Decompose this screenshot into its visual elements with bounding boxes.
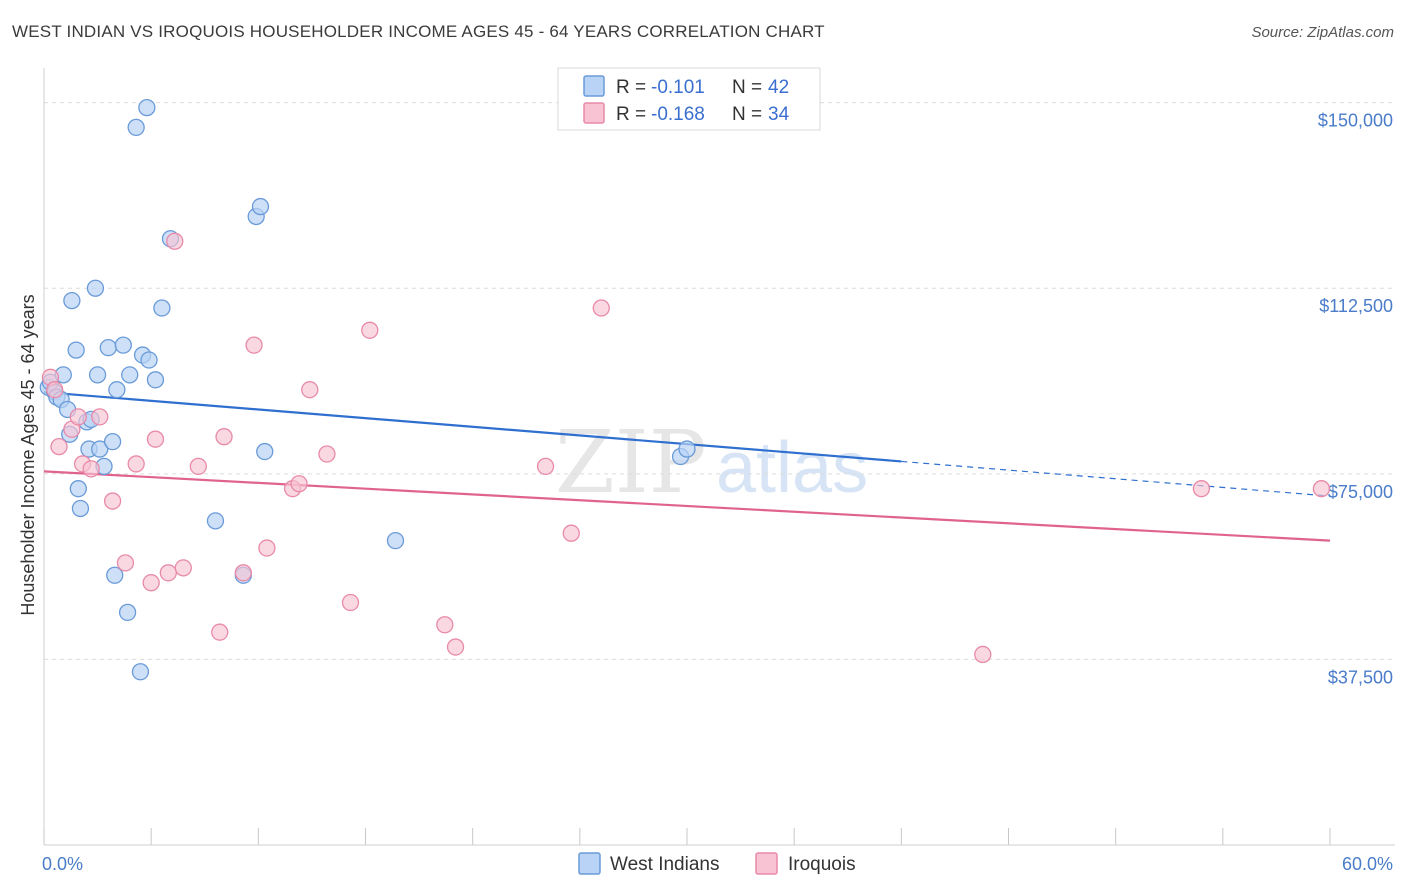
iroquois-point-14 (166, 232, 184, 250)
iroquois-point-26 (341, 593, 360, 612)
x-tick-label-min: 0.0% (42, 854, 83, 874)
west-indians-point-27 (131, 663, 150, 681)
correlation-legend: R = -0.101 N = 42 R = -0.168 N = 34 (557, 67, 821, 131)
iroquois-point-27 (361, 321, 379, 339)
y-tick-label-37500: $37,500 (1328, 667, 1393, 687)
trend-line-west-indians (43, 391, 902, 463)
west-indians-point-25 (121, 366, 139, 384)
series-west-indians (39, 98, 696, 681)
iroquois-point-21 (258, 539, 276, 557)
west-indians-point-16 (88, 366, 107, 384)
iroquois-point-10 (127, 455, 145, 473)
west-indians-point-41 (678, 440, 696, 458)
west-indians-point-22 (108, 381, 126, 399)
x-ticks (43, 828, 1331, 845)
iroquois-point-7 (91, 408, 109, 426)
west-indians-point-21 (106, 566, 124, 584)
bottom-legend-swatch-iroquois (755, 852, 778, 875)
legend-r-label-1: R = (616, 77, 646, 98)
west-indians-point-30 (140, 351, 158, 369)
iroquois-point-29 (446, 638, 465, 656)
west-indians-point-24 (118, 603, 137, 622)
legend-n-value-2: 34 (768, 104, 790, 125)
iroquois-point-30 (536, 457, 555, 476)
bottom-legend-label-west-indians: West Indians (610, 854, 719, 875)
legend-swatch-iroquois (583, 102, 605, 124)
west-indians-point-20 (103, 433, 122, 451)
chart-title: WEST INDIAN VS IROQUOIS HOUSEHOLDER INCO… (12, 22, 825, 41)
iroquois-point-28 (436, 616, 454, 634)
west-indians-point-17 (91, 440, 109, 458)
chart-source: Source: ZipAtlas.com (1251, 24, 1394, 41)
west-indians-point-26 (127, 118, 145, 137)
iroquois-point-31 (562, 524, 580, 542)
iroquois-point-9 (116, 554, 135, 572)
axes (43, 68, 1395, 846)
y-tick-labels: $37,500 $75,000 $112,500 $150,000 (1318, 111, 1393, 688)
y-axis-label: Householder Income Ages 45 - 64 years (18, 294, 38, 615)
west-indians-point-11 (71, 499, 90, 518)
series-iroquois (41, 232, 1331, 664)
iroquois-point-18 (215, 428, 233, 446)
trend-line-iroquois (43, 470, 1331, 542)
iroquois-point-32 (592, 299, 610, 317)
west-indians-point-32 (153, 299, 171, 317)
x-tick-label-max: 60.0% (1342, 854, 1393, 874)
bottom-legend-swatch-west-indians (578, 852, 601, 875)
west-indians-point-38 (256, 442, 274, 461)
west-indians-point-9 (67, 341, 85, 359)
iroquois-point-1 (46, 381, 64, 399)
west-indians-point-19 (99, 338, 117, 357)
legend-n-label-2: N = (732, 104, 762, 125)
west-indians-point-8 (63, 291, 81, 310)
west-indians-point-37 (251, 197, 270, 216)
legend-swatch-west-indians (583, 75, 605, 97)
legend-r-value-1: -0.101 (651, 77, 705, 98)
legend-r-label-2: R = (616, 104, 646, 125)
trend-line-west-indians-extension (901, 460, 1331, 497)
iroquois-point-16 (189, 457, 207, 476)
iroquois-point-24 (301, 381, 319, 399)
legend-n-label-1: N = (732, 77, 762, 98)
west-indians-point-39 (386, 531, 405, 550)
legend-n-value-1: 42 (768, 77, 789, 98)
iroquois-point-12 (146, 430, 165, 448)
iroquois-point-13 (159, 564, 177, 582)
west-indians-point-23 (114, 336, 132, 354)
iroquois-point-33 (974, 645, 992, 664)
y-tick-label-75000: $75,000 (1328, 482, 1393, 502)
trend-lines (43, 391, 1331, 542)
west-indians-point-31 (146, 371, 165, 389)
watermark: ZIP atlas (555, 413, 868, 513)
iroquois-point-25 (318, 445, 336, 463)
y-tick-label-150000: $150,000 (1318, 111, 1393, 131)
iroquois-point-17 (211, 623, 229, 641)
iroquois-point-2 (50, 437, 68, 456)
iroquois-point-19 (234, 564, 252, 582)
iroquois-point-34 (1192, 480, 1211, 498)
y-tick-label-112500: $112,500 (1319, 296, 1393, 316)
iroquois-point-6 (82, 460, 100, 478)
watermark-atlas: atlas (716, 428, 868, 508)
iroquois-point-11 (142, 574, 160, 592)
iroquois-point-35 (1312, 480, 1331, 498)
west-indians-point-29 (138, 98, 156, 117)
legend-r-value-2: -0.168 (651, 104, 705, 125)
west-indians-point-15 (86, 279, 105, 297)
bottom-legend-label-iroquois: Iroquois (788, 854, 856, 875)
west-indians-point-34 (206, 512, 225, 530)
iroquois-point-8 (103, 492, 122, 510)
series-legend: West Indians Iroquois (578, 852, 856, 875)
iroquois-point-4 (69, 408, 87, 426)
iroquois-point-23 (290, 475, 308, 493)
west-indians-point-10 (69, 480, 87, 498)
iroquois-point-15 (174, 559, 192, 577)
iroquois-point-20 (245, 336, 263, 354)
